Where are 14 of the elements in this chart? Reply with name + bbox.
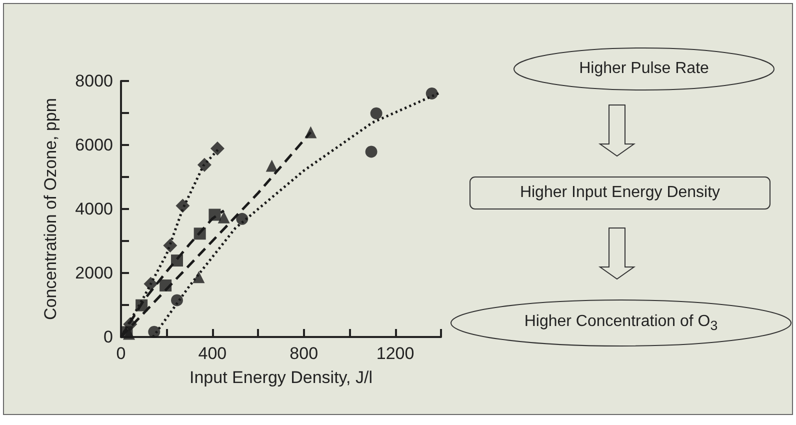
- text: Higher Concentration of O$_{3}$: [524, 312, 718, 334]
- x-tick-label: 1200: [376, 344, 414, 363]
- y-tick-label: 8000: [75, 72, 113, 90]
- y-tick-label: 4000: [75, 200, 113, 218]
- x-tick-label: 800: [290, 344, 318, 363]
- y-tick-label: 0: [104, 328, 113, 346]
- text: Higher Pulse Rate: [579, 60, 709, 78]
- x-tick-label: 0: [116, 344, 126, 363]
- y-axis-title: Concentration of Ozone, ppm: [41, 98, 60, 320]
- y-tick-label: 6000: [75, 136, 113, 154]
- text: Higher Input Energy Density: [520, 184, 720, 202]
- x-axis-title: Input Energy Density, J/l: [190, 368, 372, 387]
- x-tick-label: 400: [198, 344, 227, 363]
- y-tick-label: 2000: [75, 264, 113, 282]
